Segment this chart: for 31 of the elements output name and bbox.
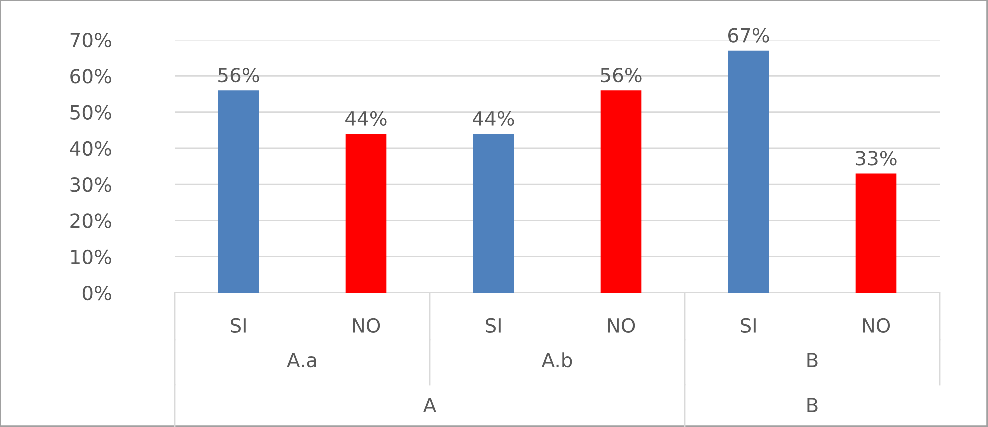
bar (728, 50, 770, 293)
text: B (808, 353, 818, 368)
bar (856, 174, 897, 293)
y-tick-label: 70% (70, 32, 112, 48)
bar (600, 90, 642, 293)
bar (346, 134, 387, 293)
bar (218, 90, 260, 293)
text: A.b (542, 352, 572, 368)
y-tick-label: 0% (82, 286, 112, 301)
y-tick-label: 20% (70, 214, 112, 228)
bar (473, 134, 514, 293)
y-tick-label: 10% (71, 250, 112, 265)
y-tick-label: 30% (70, 178, 112, 192)
x-tick-label: NO (863, 318, 890, 334)
data-label: 44% (473, 111, 514, 126)
x-tick-label: SI (740, 318, 756, 334)
x-tick-label: NO (353, 318, 380, 334)
data-label: 56% (601, 68, 642, 83)
y-tick-label: 50% (70, 105, 112, 120)
text: B (808, 398, 818, 412)
text: A.a (287, 353, 316, 368)
data-label: 44% (346, 111, 387, 126)
data-label: 33% (856, 151, 897, 166)
data-label: 67% (728, 28, 770, 43)
y-tick-label: 40% (70, 141, 112, 156)
x-tick-label: NO (608, 318, 636, 334)
data-label: 56% (218, 68, 260, 83)
text: A (424, 398, 436, 412)
y-tick-label: 60% (70, 69, 112, 84)
x-tick-label: SI (486, 318, 501, 334)
x-tick-label: SI (230, 318, 246, 334)
